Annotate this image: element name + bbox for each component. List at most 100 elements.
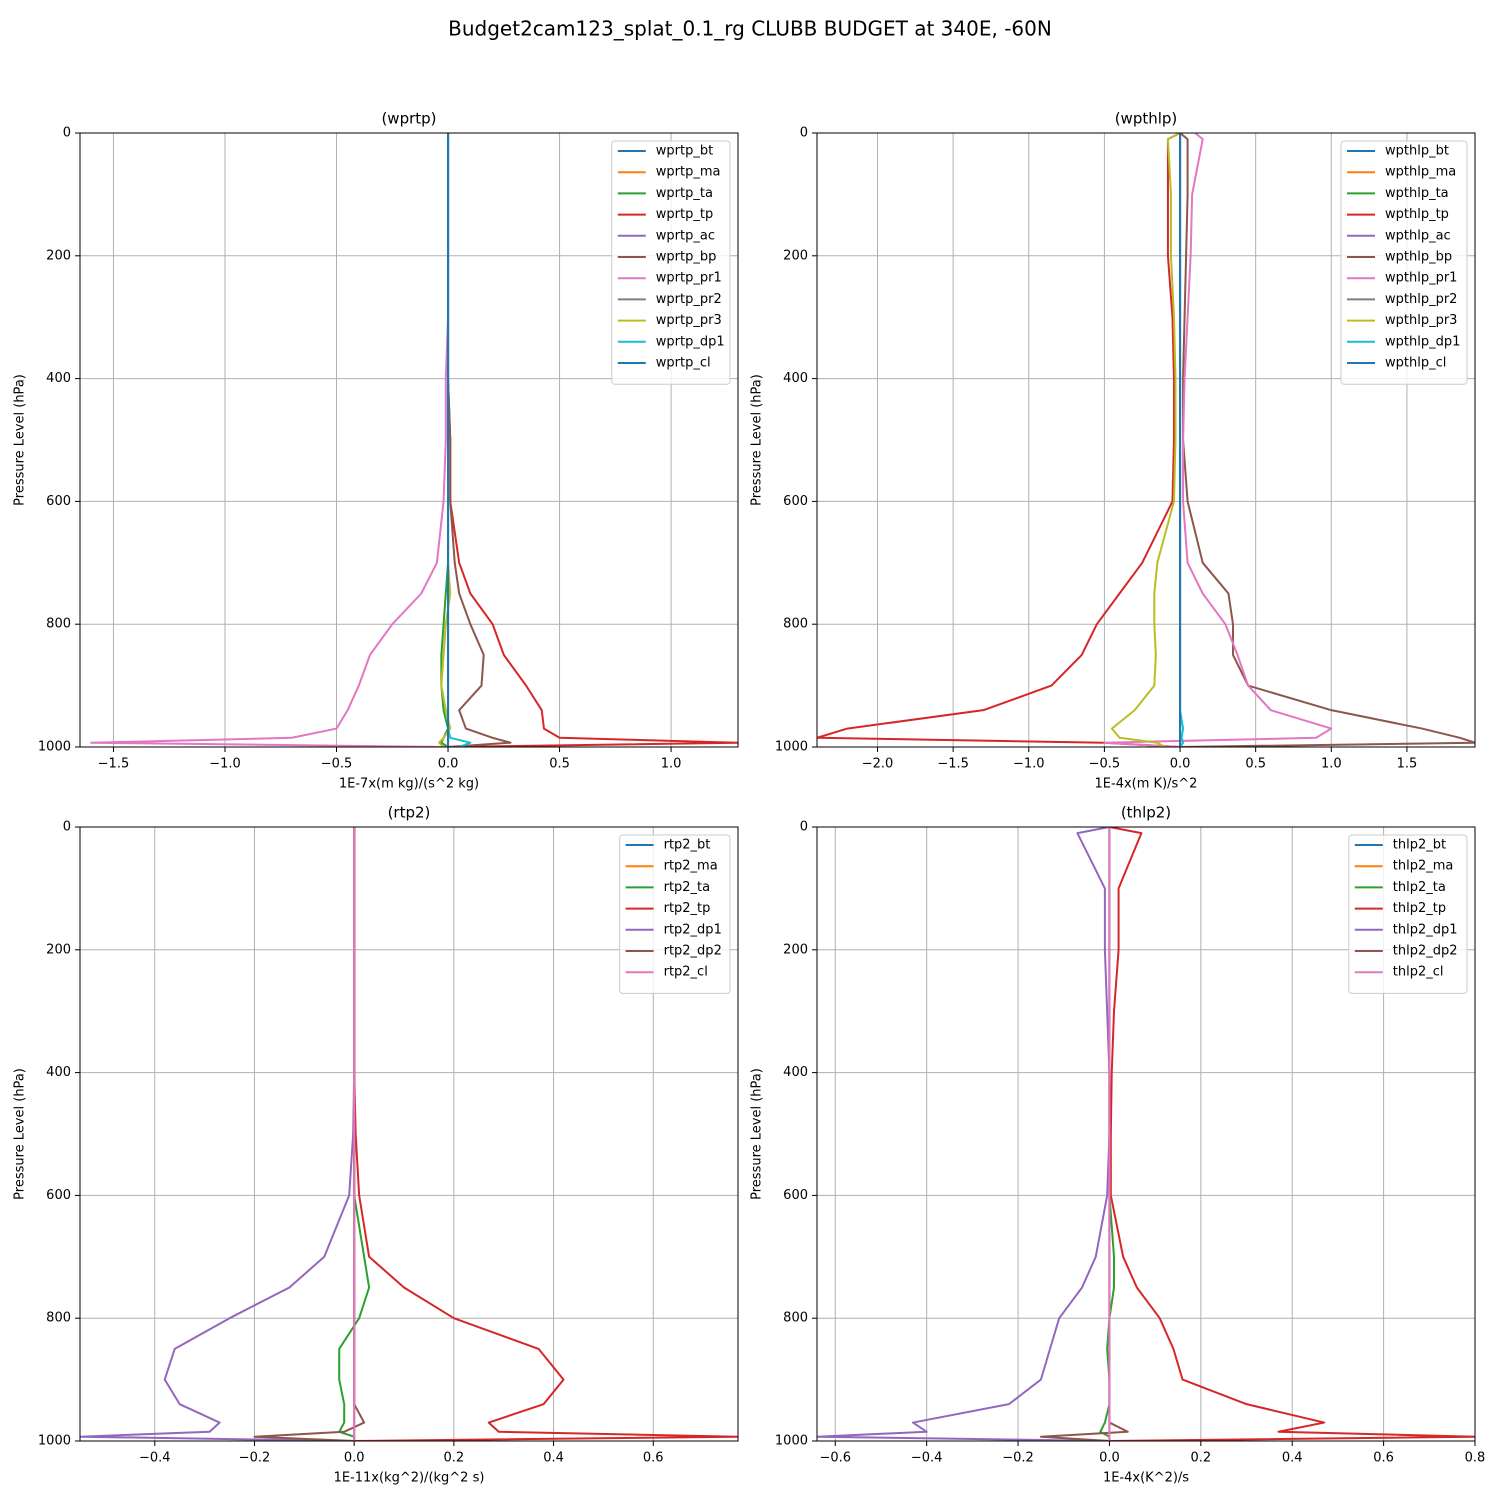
legend-label: wpthlp_cl xyxy=(1385,356,1446,371)
series-line xyxy=(440,133,450,747)
x-tick-label: 1.5 xyxy=(1397,757,1418,772)
legend-label: thlp2_bt xyxy=(1393,838,1446,853)
y-tick-label: 1000 xyxy=(38,1434,71,1449)
legend-label: thlp2_dp2 xyxy=(1393,944,1458,959)
legend-label: wprtp_pr3 xyxy=(656,313,722,328)
legend-label: rtp2_ta xyxy=(664,880,711,895)
x-axis-label: 1E-7x(m kg)/(s^2 kg) xyxy=(339,777,479,792)
x-tick-label: −0.5 xyxy=(321,757,353,772)
subplot: (thlp2) −0.6 −0.4 −0.2 0.0 0.2 0.4 0.6 0.8 0 200 40… xyxy=(750,804,1486,1486)
legend-box xyxy=(1348,834,1468,994)
legend-label: wpthlp_ma xyxy=(1385,165,1456,180)
legend-label: wpthlp_ta xyxy=(1385,186,1449,201)
series-line xyxy=(90,133,450,747)
x-tick-label: 0.4 xyxy=(1282,1451,1303,1466)
y-tick-label: 200 xyxy=(783,248,808,263)
x-tick-label: 0.4 xyxy=(543,1451,564,1466)
legend-label: wprtp_tp xyxy=(656,207,713,222)
plot-area xyxy=(90,133,738,747)
subplot-title: (rtp2) xyxy=(388,804,431,822)
series-line xyxy=(253,827,366,1441)
legend-label: thlp2_dp1 xyxy=(1393,922,1458,937)
legend: wpthlp_bt wpthlp_ma wpthlp_ta wpthlp_tpwpth… xyxy=(1340,140,1468,385)
x-tick-label: −0.5 xyxy=(1089,757,1121,772)
x-tick-label: 1.0 xyxy=(1321,757,1342,772)
series-line xyxy=(1039,827,1129,1441)
axes-frame xyxy=(79,826,739,1442)
legend-label: thlp2_tp xyxy=(1393,901,1446,916)
axes-frame xyxy=(816,132,1476,748)
legend-box xyxy=(619,834,731,994)
legend-label: wprtp_dp1 xyxy=(656,334,725,349)
subplot: (rtp2) −0.4 −0.2 0.0 0.2 0.4 0.6 0 200 400 600 800 1… xyxy=(13,804,739,1486)
x-tick-label: 0.0 xyxy=(1099,1451,1120,1466)
x-tick-label: −1.5 xyxy=(98,757,130,772)
legend-label: rtp2_dp1 xyxy=(664,922,722,937)
series-line xyxy=(817,133,1181,747)
y-axis-label: Pressure Level (hPa) xyxy=(750,374,765,506)
legend-label: rtp2_tp xyxy=(664,901,711,916)
y-tick-label: 800 xyxy=(46,617,71,632)
legend-label: wprtp_ac xyxy=(656,228,715,243)
legend-label: wprtp_bt xyxy=(656,144,713,159)
legend-label: wpthlp_pr3 xyxy=(1385,313,1457,328)
legend-label: wpthlp_tp xyxy=(1385,207,1449,222)
legend-label: wprtp_bp xyxy=(656,250,717,265)
y-tick-label: 0 xyxy=(63,820,71,835)
legend-box xyxy=(611,140,731,385)
y-tick-label: 0 xyxy=(63,126,71,141)
y-tick-label: 600 xyxy=(46,1188,71,1203)
subplot: (wpthlp) −2.0 −1.5 −1.0 −0.5 0.0 0.5 1.0 1.5 0 200… xyxy=(750,110,1476,792)
y-tick-label: 0 xyxy=(800,820,808,835)
plot-area xyxy=(817,827,1475,1441)
legend-label: wprtp_pr2 xyxy=(656,292,722,307)
plot-area xyxy=(817,133,1475,747)
x-tick-label: 0.8 xyxy=(1465,1451,1486,1466)
x-tick-label: 0.6 xyxy=(643,1451,664,1466)
y-tick-label: 400 xyxy=(46,1065,71,1080)
subplot: (wprtp) −1.5 −1.0 −0.5 0.0 0.5 1.0 0 200 400 600 80… xyxy=(13,110,739,792)
legend-label: thlp2_ta xyxy=(1393,880,1446,895)
series-line xyxy=(1109,827,1475,1441)
x-tick-label: −1.0 xyxy=(1013,757,1045,772)
series-line xyxy=(1099,827,1116,1441)
subplot-title: (thlp2) xyxy=(1121,804,1171,822)
series-line xyxy=(447,133,472,747)
x-tick-label: 0.0 xyxy=(438,757,459,772)
x-tick-label: 0.5 xyxy=(549,757,570,772)
x-tick-label: 1.0 xyxy=(661,757,682,772)
subplot-title: (wpthlp) xyxy=(1115,110,1178,128)
legend-label: rtp2_cl xyxy=(664,965,708,980)
y-tick-label: 400 xyxy=(783,371,808,386)
subplot-title: (wprtp) xyxy=(381,110,436,128)
x-axis-label: 1E-11x(kg^2)/(kg^2 s) xyxy=(334,1471,485,1486)
series-line xyxy=(1110,133,1181,747)
series-line xyxy=(1103,133,1333,747)
x-tick-label: 0.5 xyxy=(1245,757,1266,772)
y-tick-label: 400 xyxy=(783,1065,808,1080)
y-tick-label: 600 xyxy=(46,494,71,509)
axes-frame xyxy=(79,132,739,748)
legend: wprtp_bt wprtp_ma wprtp_ta wprtp_tp wprtp_ac… xyxy=(611,140,731,385)
y-tick-label: 400 xyxy=(46,371,71,386)
legend-box xyxy=(1340,140,1468,385)
x-tick-label: 0.2 xyxy=(1190,1451,1211,1466)
legend-label: wpthlp_pr1 xyxy=(1385,271,1457,286)
legend-label: rtp2_bt xyxy=(664,838,711,853)
legend-label: wpthlp_pr2 xyxy=(1385,292,1457,307)
x-tick-label: −0.4 xyxy=(139,1451,171,1466)
x-tick-label: −1.0 xyxy=(209,757,241,772)
axes-frame xyxy=(816,826,1476,1442)
y-tick-label: 200 xyxy=(46,942,71,957)
x-axis-label: 1E-4x(m K)/s^2 xyxy=(1095,777,1198,792)
x-tick-label: 0.6 xyxy=(1373,1451,1394,1466)
x-tick-label: 0.0 xyxy=(344,1451,365,1466)
y-axis-label: Pressure Level (hPa) xyxy=(13,1068,28,1200)
y-tick-label: 200 xyxy=(46,248,71,263)
y-axis-label: Pressure Level (hPa) xyxy=(750,1068,765,1200)
y-axis-label: Pressure Level (hPa) xyxy=(13,374,28,506)
legend-label: wpthlp_bt xyxy=(1385,144,1449,159)
x-tick-label: 0.0 xyxy=(1170,757,1191,772)
y-tick-label: 200 xyxy=(783,942,808,957)
